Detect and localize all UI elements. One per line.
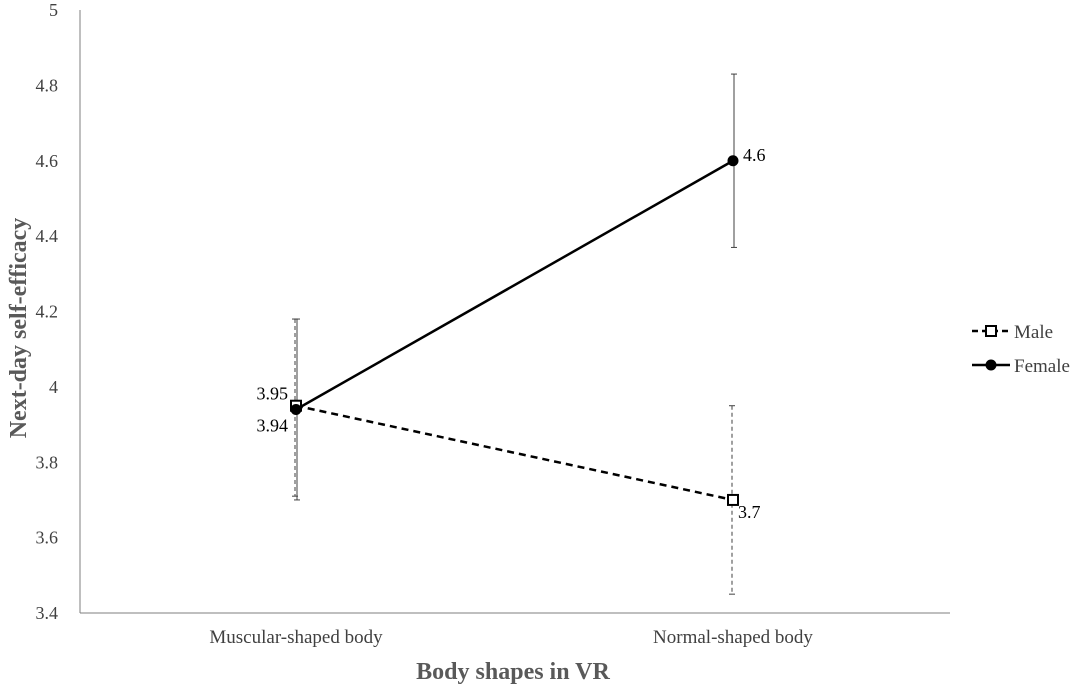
x-tick-label: Muscular-shaped body [209,627,383,648]
y-tick-label: 4.6 [36,151,59,171]
legend-item-male: Male [972,322,1053,343]
y-tick-label: 4.8 [36,75,59,95]
axes [79,10,950,614]
legend-item-female: Female [972,356,1070,377]
point-marker-female [290,403,302,415]
y-tick-label: 4.4 [36,226,59,246]
y-tick-label: 3.4 [36,603,59,623]
y-tick-labels: 3.4 3.6 3.8 4 4.2 4.4 4.6 4.8 5 [36,0,59,623]
y-tick-label: 3.8 [36,452,59,472]
point-marker-female [727,155,739,167]
data-label-female: 4.6 [743,145,766,165]
x-tick-labels: Muscular-shaped body Normal-shaped body [209,627,813,648]
y-axis-title: Next-day self-efficacy [6,218,32,439]
data-label-female: 3.94 [257,415,289,435]
series-line-male [295,404,734,502]
y-tick-label: 4 [49,377,58,397]
legend-female-circle-marker [985,359,997,371]
y-tick-label: 4.2 [36,302,59,322]
series-line-female [295,159,734,411]
data-label-male: 3.7 [738,502,761,522]
data-labels: 3.95 3.7 3.94 4.6 [257,145,766,522]
series-lines [295,159,734,502]
legend-male-square-marker [985,325,997,337]
point-marker-male [727,493,739,506]
legend-label-female: Female [1014,356,1070,377]
legend-label-male: Male [1014,322,1053,343]
data-label-male: 3.95 [257,384,289,404]
data-markers [290,155,739,506]
y-tick-label: 3.6 [36,528,59,548]
legend: Male Female [972,322,1070,377]
x-axis-title: Body shapes in VR [416,659,610,685]
y-tick-label: 5 [49,0,58,20]
error-bars [292,73,737,595]
x-tick-label: Normal-shaped body [653,627,813,648]
